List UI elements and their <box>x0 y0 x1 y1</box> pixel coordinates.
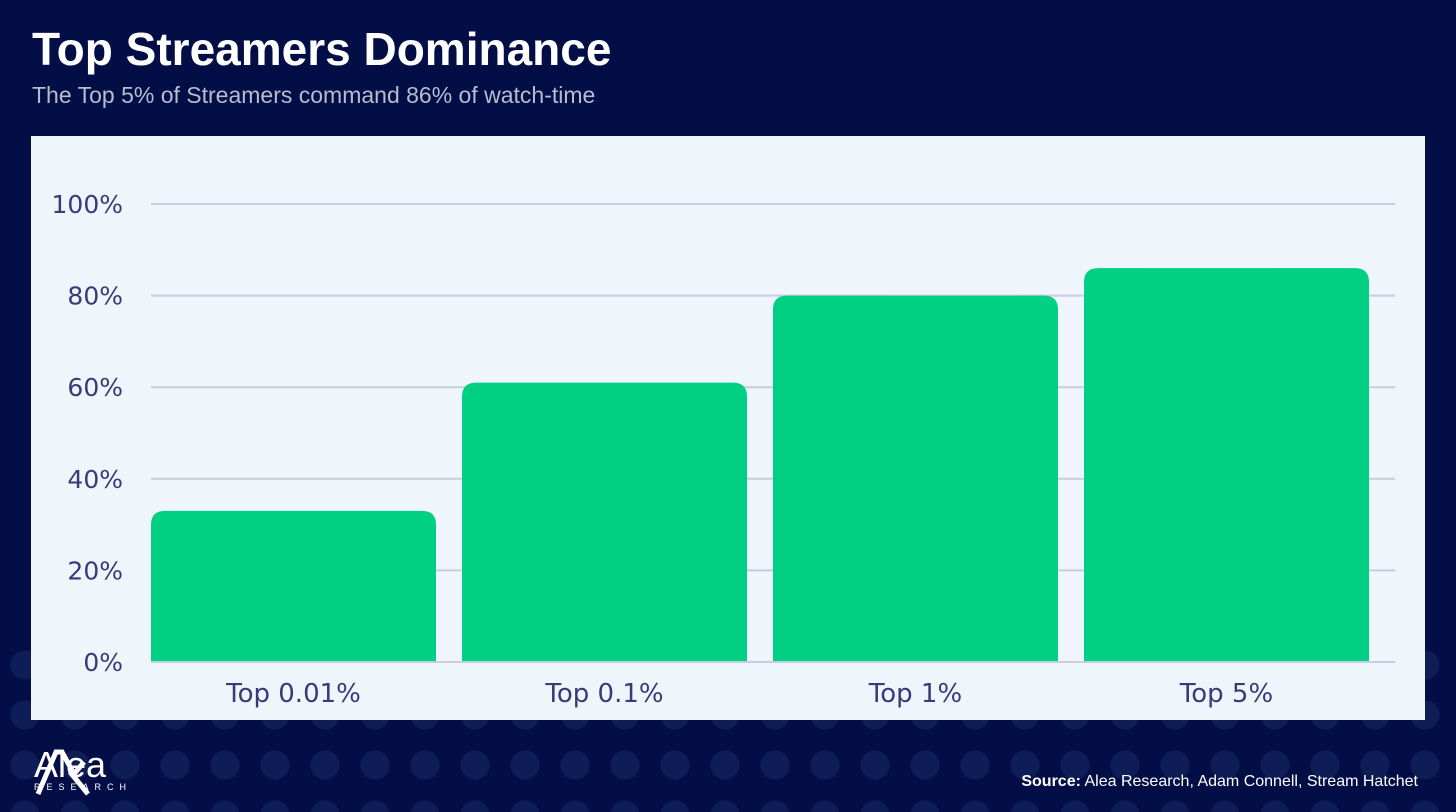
bar <box>151 510 436 662</box>
y-tick-label: 0% <box>83 648 123 677</box>
y-tick-label: 40% <box>67 465 123 494</box>
y-tick-label: 80% <box>67 282 123 311</box>
bar-chart: 0% 20% 40% 60% 80% 100% Top 0.01% Top 0.1% Top 1… <box>52 190 1395 709</box>
bar <box>773 295 1058 662</box>
alea-logo-icon <box>35 749 90 796</box>
x-tick-label: Top 5% <box>1179 679 1273 709</box>
y-tick-label: 20% <box>67 556 123 585</box>
y-tick-label: 100% <box>52 190 123 219</box>
source-note: Source: Alea Research, Adam Connell, Str… <box>1021 773 1418 791</box>
chart-panel: 0% 20% 40% 60% 80% 100% Top 0.01% Top 0.1% Top 1… <box>31 136 1425 720</box>
page-title: Top Streamers Dominance <box>32 23 612 75</box>
source-text: Alea Research, Adam Connell, Stream Hatc… <box>1080 773 1419 790</box>
x-tick-label: Top 1% <box>868 679 962 709</box>
x-tick-label: Top 0.1% <box>544 679 663 709</box>
x-tick-label: Top 0.01% <box>225 679 361 709</box>
alea-logo: Alea RESEARCH <box>34 747 132 796</box>
bar <box>462 382 747 662</box>
page-subtitle: The Top 5% of Streamers command 86% of w… <box>32 82 596 108</box>
bar <box>1084 268 1369 662</box>
y-tick-label: 60% <box>67 373 123 402</box>
source-label: Source: <box>1021 773 1081 790</box>
